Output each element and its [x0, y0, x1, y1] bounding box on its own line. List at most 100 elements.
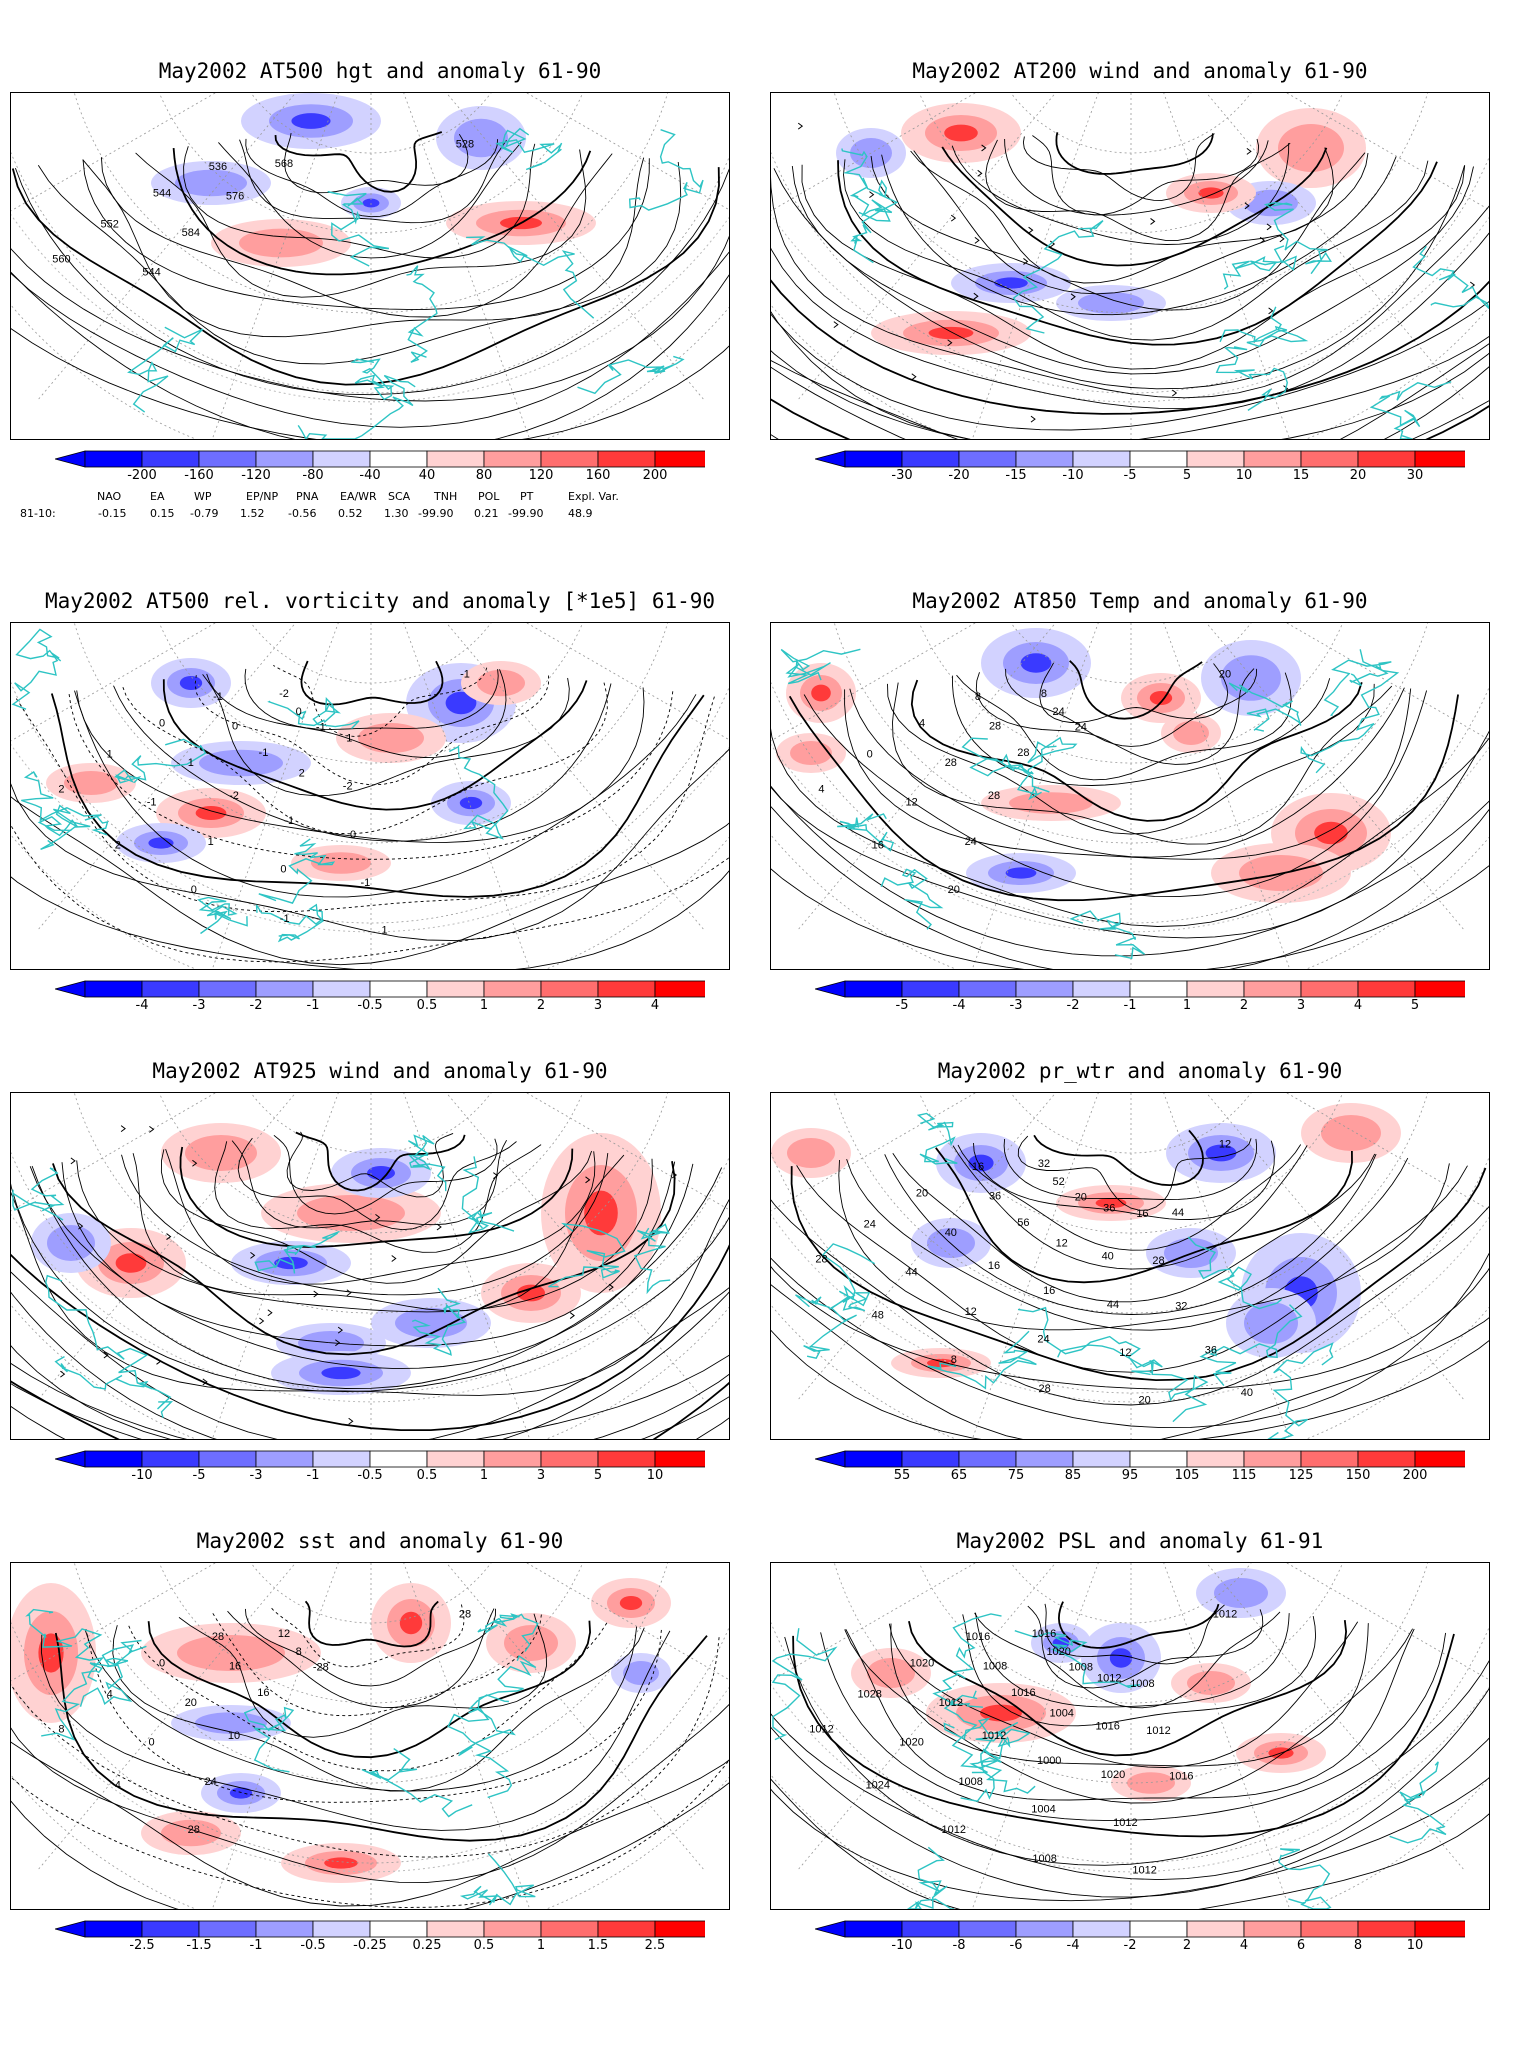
anomaly-blob-inner	[195, 1712, 267, 1734]
polar-map: 28 28 0 4 8 12 16 20 0 4 8 16 10 24 28 -28	[10, 1562, 730, 1910]
colorbar-segment	[1300, 980, 1359, 998]
flow-arrow	[192, 1159, 198, 1167]
contour-line	[194, 675, 550, 786]
contour-label: -2	[343, 781, 353, 793]
coastline	[1222, 245, 1297, 290]
contour-line	[910, 147, 1334, 284]
flow-arrow	[1259, 236, 1265, 244]
polar-map: -1 -1 0 1 2 -2 0 1 -1 2 0 -1 -2 1 0 -1 2 -1 0 -1 1 -2 0 -1 1	[10, 622, 730, 970]
flow-arrow	[947, 339, 953, 347]
map-panel-6: May2002 pr_wtr and anomaly 61-90 12 16 20 24…	[770, 1058, 1510, 1578]
panel-title: May2002 pr_wtr and anomaly 61-90	[937, 1059, 1343, 1083]
contour-label: 20	[916, 1187, 928, 1199]
flow-arrow	[391, 1255, 397, 1262]
flow-arrow	[973, 292, 979, 300]
colorbar-segment	[84, 1920, 143, 1938]
contour-line	[11, 1704, 729, 1883]
contour-lines	[11, 131, 729, 439]
coastline	[916, 1112, 958, 1165]
contour-line	[771, 1199, 1489, 1406]
coastline	[447, 1694, 513, 1799]
coastline	[927, 1330, 1037, 1390]
contour-labels: 20 8 4 0 4 8 28 28 12 16 24 28 28 24 20 24	[818, 669, 1231, 896]
contour-line	[239, 139, 507, 224]
anomaly-blob-inner	[927, 1228, 975, 1258]
contour-label: 40	[1241, 1387, 1253, 1399]
coastline	[1278, 1848, 1332, 1909]
tele-header: NAO	[97, 490, 122, 503]
contour-label: 0	[159, 717, 165, 729]
contour-line	[132, 1153, 625, 1312]
contour-line	[820, 1632, 1447, 1822]
contour-label: 2	[58, 783, 64, 795]
contour-line	[985, 139, 1291, 241]
coastline	[466, 236, 595, 319]
contour-line	[837, 160, 1438, 346]
coastline	[267, 697, 360, 730]
flow-arrow	[335, 1339, 341, 1347]
colorbar-tick-label: -10	[891, 1938, 913, 1953]
colorbar-segment	[597, 980, 656, 998]
contour-label: 1	[208, 836, 214, 848]
coastline	[628, 129, 704, 211]
contour-label: -1	[147, 797, 157, 809]
contour-line	[846, 1157, 1409, 1331]
contour-line	[913, 150, 1369, 295]
colorbar-segment	[369, 1450, 428, 1468]
map-panel-3: May2002 AT500 rel. vorticity and anomaly…	[10, 588, 750, 1108]
contour-line	[1003, 1138, 1258, 1201]
coastlines	[11, 628, 509, 943]
contour-label: 16	[1136, 1208, 1148, 1220]
colorbar-segment	[958, 450, 1017, 468]
contour-label: 1020	[1101, 1769, 1125, 1781]
colorbar-segment	[844, 980, 903, 998]
coastline	[1412, 245, 1489, 309]
contour-label: 24	[1053, 706, 1065, 718]
contour-line	[54, 1632, 708, 1842]
coastline	[961, 737, 1042, 801]
coastline	[495, 127, 563, 171]
colorbar-segment	[483, 1920, 542, 1938]
contour-label: 24	[1075, 721, 1087, 733]
contour-line	[82, 158, 650, 310]
colorbar-tick-label: 30	[1406, 468, 1424, 483]
contour-line	[286, 1131, 454, 1198]
colorbar-tick-label: -5	[192, 1468, 206, 1483]
contour-label: -1	[360, 877, 370, 889]
contour-label: 1020	[899, 1737, 923, 1749]
contour-label: 1012	[1113, 1817, 1137, 1829]
flow-arrow	[78, 1222, 84, 1230]
colorbar-tick-label: 2	[1182, 1938, 1192, 1953]
colorbar-segment	[540, 450, 599, 468]
contour-label: 20	[1138, 1395, 1150, 1407]
contour-line	[803, 690, 1428, 898]
contour-line	[1032, 135, 1260, 216]
contour-line	[771, 730, 1489, 939]
anomaly-blob-core	[928, 326, 974, 340]
colorbar-segment	[483, 980, 542, 998]
contour-label: 0	[296, 706, 302, 718]
colorbar-tick-label: -4	[135, 998, 149, 1013]
contour-label: 1012	[942, 1824, 966, 1836]
colorbar-tick-label: 0.25	[412, 1938, 442, 1953]
colorbar: 55 65 75 85 95 105 115 125 150 200	[815, 1450, 1465, 1490]
flow-arrow	[1172, 389, 1178, 397]
panel-title: May2002 AT850 Temp and anomaly 61-90	[912, 589, 1368, 613]
colorbar-tick-label: 125	[1288, 1468, 1314, 1483]
coastline	[243, 1706, 295, 1773]
colorbar-segment	[369, 1920, 428, 1938]
contour-line	[165, 1148, 596, 1285]
contour-line	[1004, 138, 1269, 216]
contour-label: 1	[107, 748, 113, 760]
anomaly-shading	[776, 628, 1391, 903]
anomaly-blob-inner	[454, 118, 508, 158]
colorbar-tick-label: 10	[1235, 468, 1253, 483]
anomaly-blob-inner	[1278, 124, 1344, 172]
contour-line	[244, 668, 499, 730]
anomaly-shading	[851, 1568, 1326, 1801]
polar-map: 528 536 544 552 560 568 576 584 544	[10, 92, 730, 440]
contour-line	[801, 164, 1466, 370]
contour-label: 8	[951, 1354, 957, 1366]
contour-line	[179, 1146, 574, 1248]
colorbar-segment	[312, 980, 371, 998]
